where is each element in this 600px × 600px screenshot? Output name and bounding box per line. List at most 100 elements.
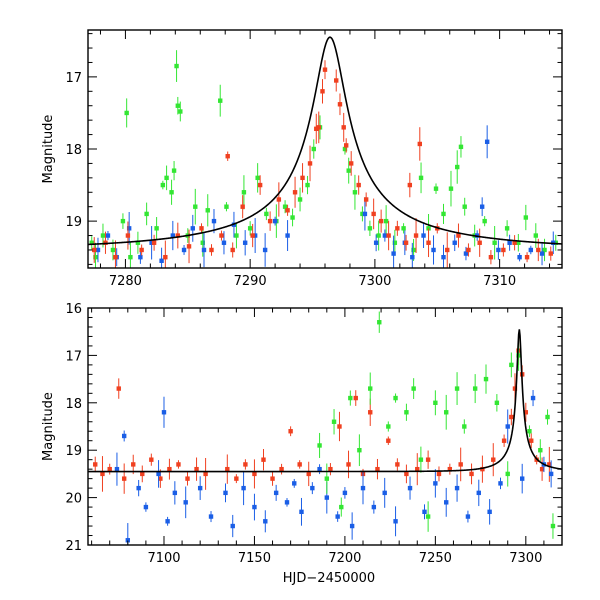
- point-green: [454, 386, 460, 391]
- point-red: [536, 247, 541, 253]
- point-red: [175, 233, 181, 238]
- point-red: [353, 395, 358, 401]
- point-red: [288, 429, 293, 434]
- point-blue: [241, 485, 246, 491]
- point-blue: [441, 254, 446, 260]
- model-curve: [88, 36, 562, 246]
- point-red: [458, 462, 463, 467]
- point-green: [224, 204, 229, 209]
- point-blue: [539, 251, 545, 256]
- plot-frame: [87, 307, 563, 546]
- x-tick-label: 7280: [109, 274, 142, 289]
- point-green: [404, 410, 409, 415]
- series-blue: [114, 390, 554, 545]
- point-blue: [181, 247, 187, 253]
- point-green: [492, 240, 497, 245]
- point-blue: [452, 240, 457, 245]
- y-tick-label: 19: [65, 444, 82, 459]
- point-green: [135, 240, 141, 245]
- point-green: [339, 504, 344, 510]
- point-red: [194, 466, 199, 472]
- point-red: [378, 218, 384, 224]
- point-red: [100, 471, 105, 477]
- point-blue: [476, 490, 481, 496]
- bottom-panel: 7100 7150 7200 7250 7300 16 17 18 19 20 21 Magnitud…: [41, 302, 563, 566]
- point-red: [240, 204, 245, 209]
- point-red: [225, 466, 230, 472]
- point-green: [144, 211, 149, 217]
- point-green: [542, 247, 547, 253]
- y-tick-label: 21: [65, 539, 82, 554]
- point-blue: [161, 410, 167, 415]
- point-blue: [382, 490, 387, 496]
- point-blue: [292, 481, 297, 486]
- x-tick-label: 7150: [238, 551, 271, 566]
- point-green: [368, 386, 373, 391]
- point-green: [538, 448, 543, 453]
- point-blue: [360, 485, 366, 491]
- point-red: [300, 175, 305, 181]
- point-red: [368, 410, 373, 415]
- point-blue: [165, 519, 170, 524]
- point-red: [445, 247, 450, 253]
- point-green: [218, 98, 223, 103]
- point-red: [225, 154, 230, 159]
- point-red: [285, 208, 290, 213]
- point-red: [344, 143, 349, 148]
- point-green: [418, 457, 424, 462]
- y-tick-label: 17: [65, 349, 82, 364]
- point-green: [462, 204, 467, 209]
- point-red: [234, 476, 239, 481]
- point-red: [125, 233, 131, 238]
- point-red: [306, 471, 311, 477]
- point-green: [124, 110, 129, 116]
- point-blue: [393, 519, 398, 524]
- point-blue: [105, 233, 111, 238]
- point-green: [311, 146, 316, 152]
- point-red: [328, 466, 333, 472]
- series-red: [93, 336, 552, 494]
- point-green: [193, 204, 198, 209]
- point-green: [448, 186, 454, 191]
- point-blue: [114, 466, 120, 472]
- y-tick-label: 18: [65, 397, 82, 412]
- point-green: [324, 476, 330, 481]
- point-green: [93, 254, 98, 260]
- point-red: [547, 462, 552, 467]
- point-red: [539, 466, 545, 472]
- point-green: [483, 376, 489, 382]
- point-green: [516, 353, 521, 358]
- y-tick-label: 18: [65, 143, 82, 158]
- point-red: [477, 240, 482, 245]
- point-blue: [273, 490, 279, 496]
- x-tick-label: 7300: [509, 551, 542, 566]
- point-green: [160, 182, 166, 188]
- point-green: [346, 168, 351, 173]
- point-green: [171, 168, 177, 173]
- point-red: [348, 161, 354, 166]
- point-red: [371, 211, 376, 217]
- point-green: [290, 215, 295, 220]
- point-red: [322, 67, 328, 72]
- point-red: [261, 457, 266, 462]
- x-axis-label: HJD−2450000: [283, 571, 375, 586]
- point-red: [292, 190, 298, 195]
- point-green: [357, 448, 362, 453]
- point-green: [482, 218, 487, 224]
- point-red: [230, 247, 235, 253]
- series-green: [317, 311, 556, 539]
- point-red: [243, 462, 248, 467]
- x-tick-label: 7200: [328, 551, 361, 566]
- point-green: [505, 471, 510, 477]
- point-blue: [138, 254, 143, 260]
- point-green: [297, 197, 303, 202]
- point-blue: [349, 523, 355, 529]
- point-green: [234, 233, 239, 238]
- point-green: [401, 226, 406, 231]
- point-green: [89, 240, 94, 245]
- point-green: [205, 208, 210, 213]
- point-green: [128, 254, 133, 260]
- point-red: [279, 466, 284, 472]
- point-red: [176, 462, 181, 467]
- point-green: [441, 211, 446, 217]
